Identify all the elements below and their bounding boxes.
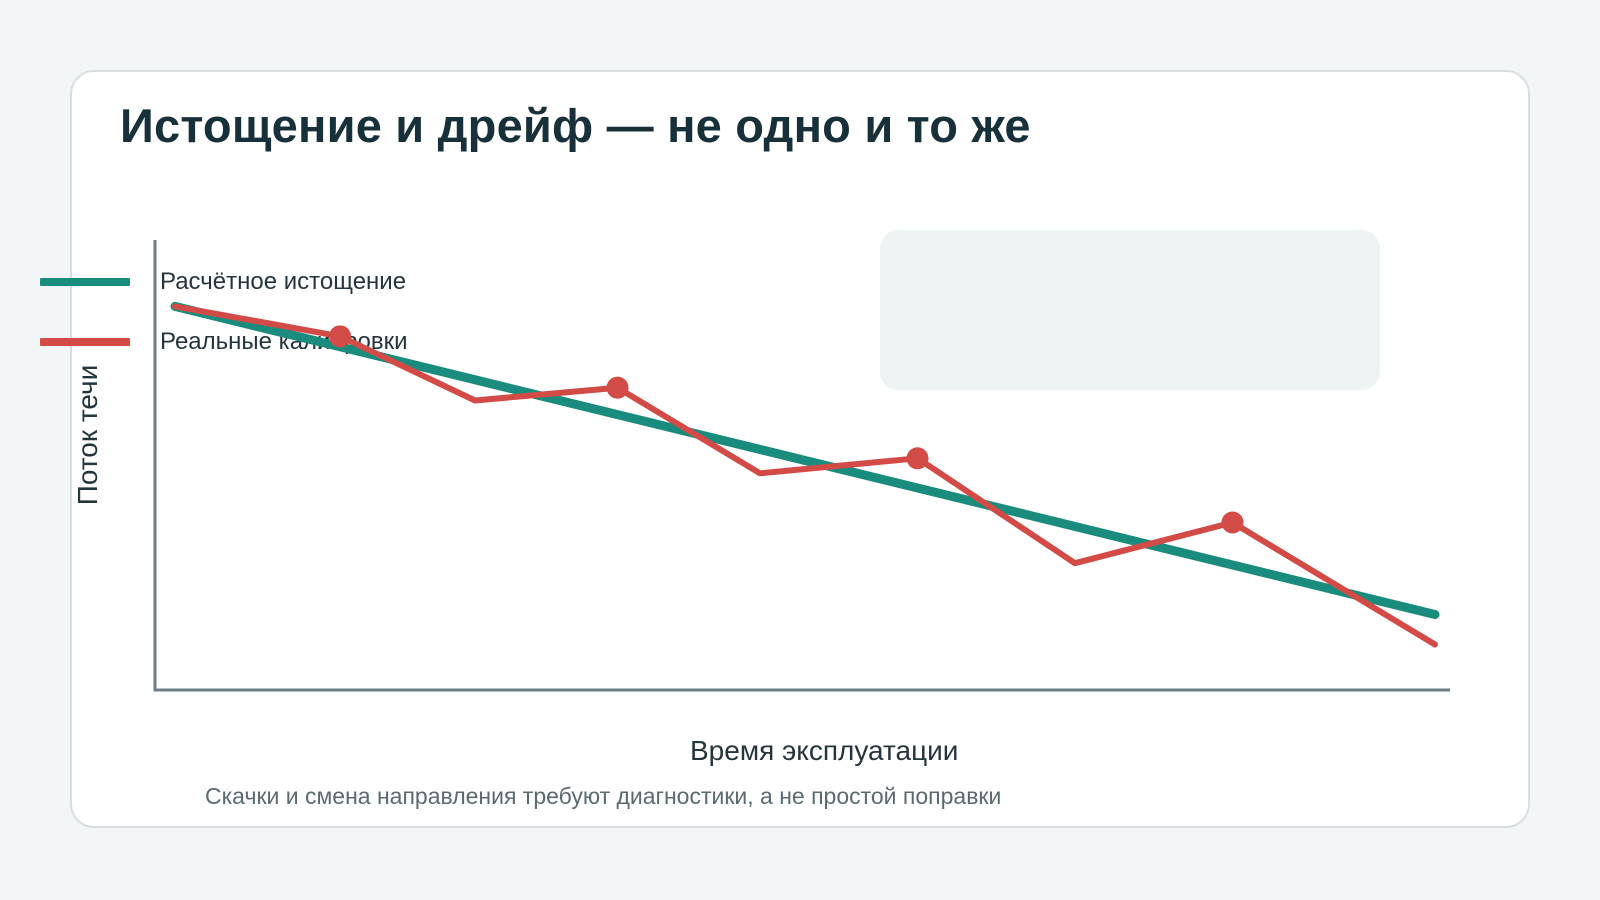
legend-swatch-red <box>40 338 130 346</box>
x-axis-label: Время эксплуатации <box>690 735 959 766</box>
series-line <box>170 301 1440 619</box>
series-real-calibrations <box>172 303 1438 648</box>
y-axis-label: Поток течи <box>72 364 103 506</box>
caption: Скачки и смена направления требуют диагн… <box>205 783 1002 809</box>
data-point <box>606 376 629 399</box>
series-line <box>172 303 1438 648</box>
chart-card <box>70 70 1530 828</box>
legend-item-estimated-depletion: Расчётное истощение <box>40 262 406 302</box>
chart-axes <box>153 240 1450 692</box>
page-title: Истощение и дрейф — не одно и то же <box>120 99 1031 152</box>
series-estimated-depletion <box>170 301 1440 619</box>
legend-swatch-teal <box>40 278 130 286</box>
data-point <box>906 447 929 470</box>
series-layer <box>170 301 1440 648</box>
legend <box>880 230 1380 390</box>
legend-label: Расчётное истощение <box>160 268 407 295</box>
data-point <box>329 325 351 348</box>
data-point <box>1221 511 1244 534</box>
